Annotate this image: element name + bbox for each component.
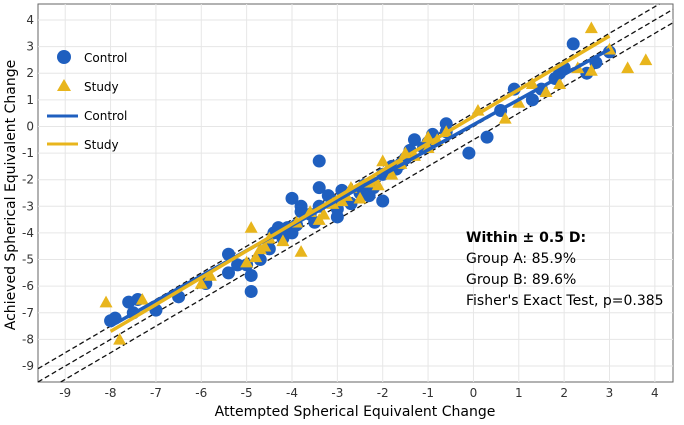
- control-point: [462, 146, 476, 160]
- study-point: [203, 269, 217, 281]
- study-point: [371, 178, 385, 191]
- legend-study-line-label: Study: [84, 138, 119, 152]
- legend-control-line-label: Control: [84, 109, 127, 123]
- y-tick-label: -8: [22, 332, 34, 346]
- y-tick-label: -1: [22, 146, 34, 160]
- study-point: [135, 292, 149, 305]
- x-tick-label: 3: [606, 386, 614, 400]
- control-point: [480, 130, 494, 144]
- y-tick-label: -2: [22, 173, 34, 187]
- x-tick-label: 1: [515, 386, 523, 400]
- control-point: [330, 210, 344, 224]
- annotation-line-test: Fisher's Exact Test, p=0.385: [466, 293, 664, 309]
- y-tick-label: -6: [22, 279, 34, 293]
- x-tick-label: -7: [150, 386, 162, 400]
- annotation-line-a: Group A: 85.9%: [466, 251, 576, 267]
- study-point: [584, 21, 598, 34]
- control-point: [244, 269, 258, 283]
- study-point: [240, 255, 254, 268]
- y-tick-label: 4: [26, 13, 34, 27]
- x-tick-label: -3: [331, 386, 343, 400]
- study-point: [376, 154, 390, 167]
- study-point: [584, 64, 598, 76]
- control-point: [566, 37, 580, 51]
- control-point: [231, 258, 245, 272]
- control-fit-line: [109, 47, 611, 328]
- x-tick-label: -5: [241, 386, 253, 400]
- study-point: [244, 221, 258, 233]
- study-point: [317, 207, 331, 220]
- control-point: [525, 93, 539, 107]
- reference-line: [60, 22, 674, 383]
- control-point: [244, 284, 258, 298]
- y-tick-label: -4: [22, 226, 34, 240]
- control-point: [312, 181, 326, 195]
- x-tick-label: -6: [195, 386, 207, 400]
- study-point: [385, 167, 399, 180]
- y-tick-label: -7: [22, 306, 34, 320]
- study-point: [512, 95, 526, 108]
- control-point: [439, 117, 453, 131]
- x-tick-label: 0: [470, 386, 478, 400]
- x-tick-label: -2: [377, 386, 389, 400]
- annotation-title: Within ± 0.5 D:: [466, 230, 586, 246]
- fit-lines: [109, 34, 611, 333]
- study-point: [621, 61, 635, 74]
- annotation: Within ± 0.5 D: Group A: 85.9% Group B: …: [466, 230, 664, 309]
- study-point: [99, 295, 113, 308]
- y-tick-label: -3: [22, 199, 34, 213]
- x-axis-title: Attempted Spherical Equivalent Change: [215, 404, 496, 420]
- study-point: [353, 191, 367, 204]
- study-point: [639, 53, 653, 66]
- tick-labels: -9 -8 -7 -6 -5 -4 -3 -2 -1 0 1 2 3 4 -9 -8 -7 -6 -5 -4 -3 -2 -…: [22, 13, 659, 400]
- y-tick-label: -9: [22, 359, 34, 373]
- control-point: [312, 154, 326, 168]
- study-point: [249, 250, 263, 263]
- y-tick-label: 1: [26, 93, 34, 107]
- control-point: [376, 194, 390, 208]
- x-tick-label: -9: [59, 386, 71, 400]
- control-point: [407, 133, 421, 147]
- control-point: [222, 266, 235, 280]
- x-tick-label: 2: [560, 386, 568, 400]
- study-point: [421, 130, 435, 143]
- study-point: [498, 111, 512, 124]
- study-point: [253, 242, 267, 255]
- legend: Control Study Control Study: [47, 50, 127, 152]
- study-point: [553, 77, 567, 90]
- study-fit-line: [109, 34, 611, 333]
- legend-control-marker: [57, 50, 71, 64]
- study-point: [113, 332, 127, 345]
- x-tick-label: -8: [105, 386, 117, 400]
- legend-study-label: Study: [84, 80, 119, 94]
- y-axis-title: Achieved Spherical Equivalent Change: [3, 60, 19, 330]
- annotation-line-b: Group B: 89.6%: [466, 272, 576, 288]
- study-point: [276, 234, 290, 247]
- legend-control-label: Control: [84, 51, 127, 65]
- study-point: [194, 277, 208, 289]
- x-tick-label: -4: [286, 386, 298, 400]
- control-point: [285, 191, 299, 205]
- study-point: [294, 245, 308, 257]
- y-tick-label: 2: [26, 66, 34, 80]
- y-tick-label: 3: [26, 40, 34, 54]
- control-point: [294, 199, 308, 213]
- grid: [38, 4, 673, 382]
- y-tick-label: 0: [26, 119, 34, 133]
- y-tick-label: -5: [22, 253, 34, 267]
- x-tick-label: 4: [651, 386, 659, 400]
- legend-study-marker: [57, 79, 71, 91]
- x-tick-label: -1: [422, 386, 434, 400]
- study-point: [539, 85, 553, 98]
